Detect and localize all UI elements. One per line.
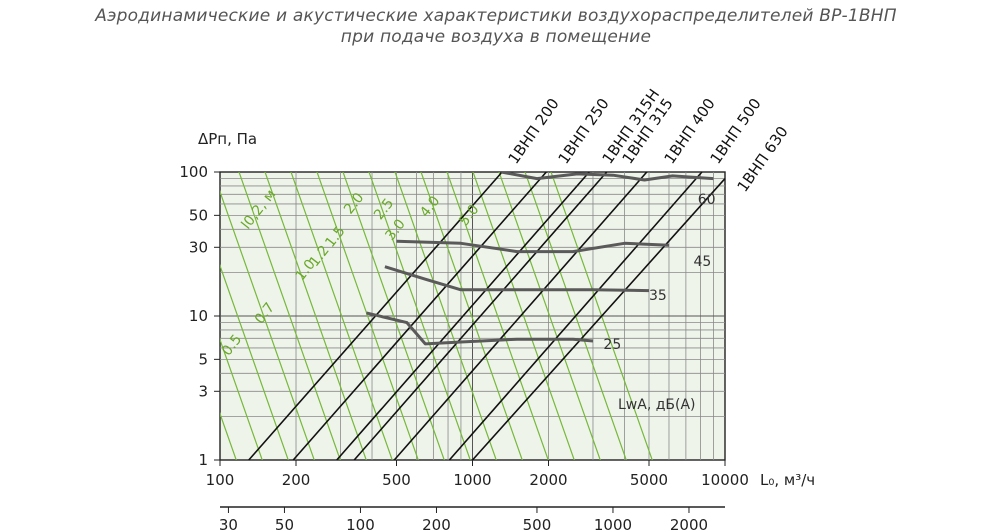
throw-line [220,337,263,460]
throw-lines [0,152,653,465]
throw-line [368,172,471,460]
throw-line [316,172,419,460]
x-tick-label: 200 [282,471,311,489]
noise-level-label: 45 [693,254,711,270]
grid-lines [220,172,725,460]
noise-curves [366,172,714,346]
throw-line [342,172,445,460]
throw-line [50,152,160,465]
model-line-3 [336,171,590,461]
model-line-6 [448,171,703,461]
x2-tick-label: 500 [523,516,552,532]
throw-line [220,264,289,460]
model-lines [248,171,726,461]
y-tick-label: 100 [179,163,208,181]
x-tick-label: 100 [206,471,235,489]
noise-curve-35 [384,265,650,293]
y-tick-label: 3 [198,382,208,400]
throw-line [76,152,186,465]
y-axis-label: ΔPп, Па [198,130,257,148]
x2-tick-label: 100 [346,516,375,532]
noise-curve-25 [366,311,594,346]
x2-tick-label: 50 [275,516,294,532]
throw-line [550,172,653,460]
noise-curve-60 [501,172,714,182]
chart-subtitle: при подаче воздуха в помещение [340,27,652,47]
throw-line [498,172,601,460]
noise-level-label: 25 [603,337,621,353]
x2-tick-label: 1000 [594,516,632,532]
noise-curve-45 [396,239,670,254]
model-line-4 [353,171,608,461]
model-line-7 [471,178,726,461]
x2-tick-label: 30 [219,516,238,532]
throw-line [524,172,627,460]
x-tick-label: 2000 [529,471,567,489]
y-tick-label: 1 [198,451,208,469]
x-tick-label: 500 [382,471,411,489]
x2-tick-label: 200 [422,516,451,532]
model-line-2 [292,171,547,461]
throw-line [472,172,575,460]
y-tick-label: 10 [189,307,208,325]
throw-line [0,152,108,465]
noise-level-label: 60 [698,192,716,208]
y-tick-label: 50 [189,206,208,224]
throw-line [394,172,497,460]
x-tick-label: 5000 [630,471,668,489]
noise-label: LwA, дБ(А) [618,397,696,413]
x2-tick-label: 2000 [670,516,708,532]
throw-line [24,152,134,465]
y-tick-label: 30 [189,238,208,256]
y-tick-label: 5 [198,350,208,368]
x-axis-label: L₀, м³/ч [760,471,815,489]
throw-line [220,190,315,460]
throw-line [290,172,393,460]
noise-level-label: 35 [649,288,667,304]
chart-title: Аэродинамические и акустические характер… [95,6,897,26]
model-line-5 [393,171,648,461]
throw-line [238,172,341,460]
x-tick-label: 1000 [453,471,491,489]
throw-line [446,172,549,460]
x-tick-label: 10000 [701,471,749,489]
throw-line [264,172,367,460]
